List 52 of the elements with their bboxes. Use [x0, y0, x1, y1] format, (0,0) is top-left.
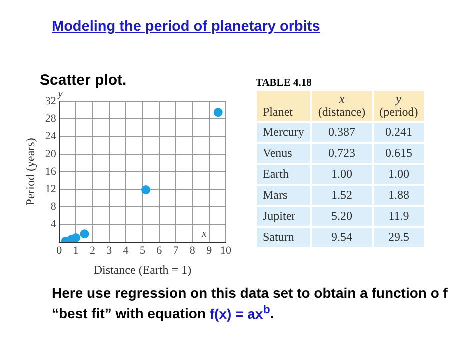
- category-label: Jupiter: [257, 207, 310, 226]
- y-tick-label: 12: [45, 183, 56, 196]
- y-tick-label: 32: [45, 95, 56, 108]
- data-label: 5.20: [312, 207, 372, 226]
- legend-title: Planet: [257, 91, 310, 122]
- category-label: Mars: [257, 186, 310, 206]
- chart-subtitle: Scatter plot.: [40, 72, 127, 89]
- category-label: Mercury: [257, 123, 310, 142]
- x-tick-label: 8: [190, 244, 196, 257]
- series-label: y (period): [374, 91, 424, 122]
- text: TABLE 4.18: [256, 78, 313, 89]
- category-label: Saturn: [257, 228, 310, 248]
- x-tick-label: 10: [220, 244, 232, 257]
- x-tick-label: 4: [123, 244, 130, 257]
- data-label: 0.723: [312, 144, 372, 164]
- x-tick-label: 3: [106, 244, 113, 257]
- y-tick-label: 20: [45, 148, 57, 160]
- point: [72, 234, 81, 242]
- data-label: 1.52: [312, 186, 372, 206]
- point: [214, 108, 223, 118]
- text: Here use regression on this data set to obtain a function o f “best fit” with equation f(x) = ax$^{b}$.: [52, 284, 449, 324]
- x-tick-label: 6: [156, 244, 163, 257]
- x-tick-label: 2: [90, 244, 96, 257]
- data-label: 0.387: [312, 123, 372, 142]
- data-label: 0.241: [374, 123, 424, 142]
- y-tick-label: 4: [50, 218, 57, 231]
- data-label: 11.9: [374, 207, 424, 226]
- chart-title: Modeling the period of planetary orbits: [52, 19, 320, 35]
- x-axis-title: Distance (Earth = 1): [94, 262, 192, 277]
- x-tick-label: 1: [73, 244, 79, 257]
- data-label: 0.615: [374, 144, 424, 164]
- y-tick-label: 28: [45, 113, 57, 126]
- x-tick-label: 7: [173, 244, 180, 257]
- x-tick-label: 0: [56, 244, 63, 257]
- annotation: x: [202, 228, 207, 240]
- data-label: 1.88: [374, 186, 424, 206]
- series-label: x (distance): [312, 91, 372, 122]
- point: [80, 230, 90, 239]
- y-axis-title: Period (years): [23, 138, 38, 206]
- x-tick-label: 5: [140, 244, 146, 257]
- point: [142, 186, 151, 195]
- y-tick-label: 24: [45, 130, 57, 143]
- data-label: 1.00: [374, 165, 424, 184]
- category-label: Earth: [257, 165, 310, 184]
- data-label: 9.54: [312, 228, 372, 248]
- y-tick-label: 16: [45, 166, 57, 178]
- text: y: [58, 88, 63, 100]
- category-label: Venus: [257, 144, 310, 164]
- data-label: 1.00: [312, 165, 372, 184]
- x-tick-label: 9: [206, 244, 213, 257]
- y-tick-label: 8: [50, 201, 57, 214]
- data-label: 29.5: [374, 228, 424, 248]
